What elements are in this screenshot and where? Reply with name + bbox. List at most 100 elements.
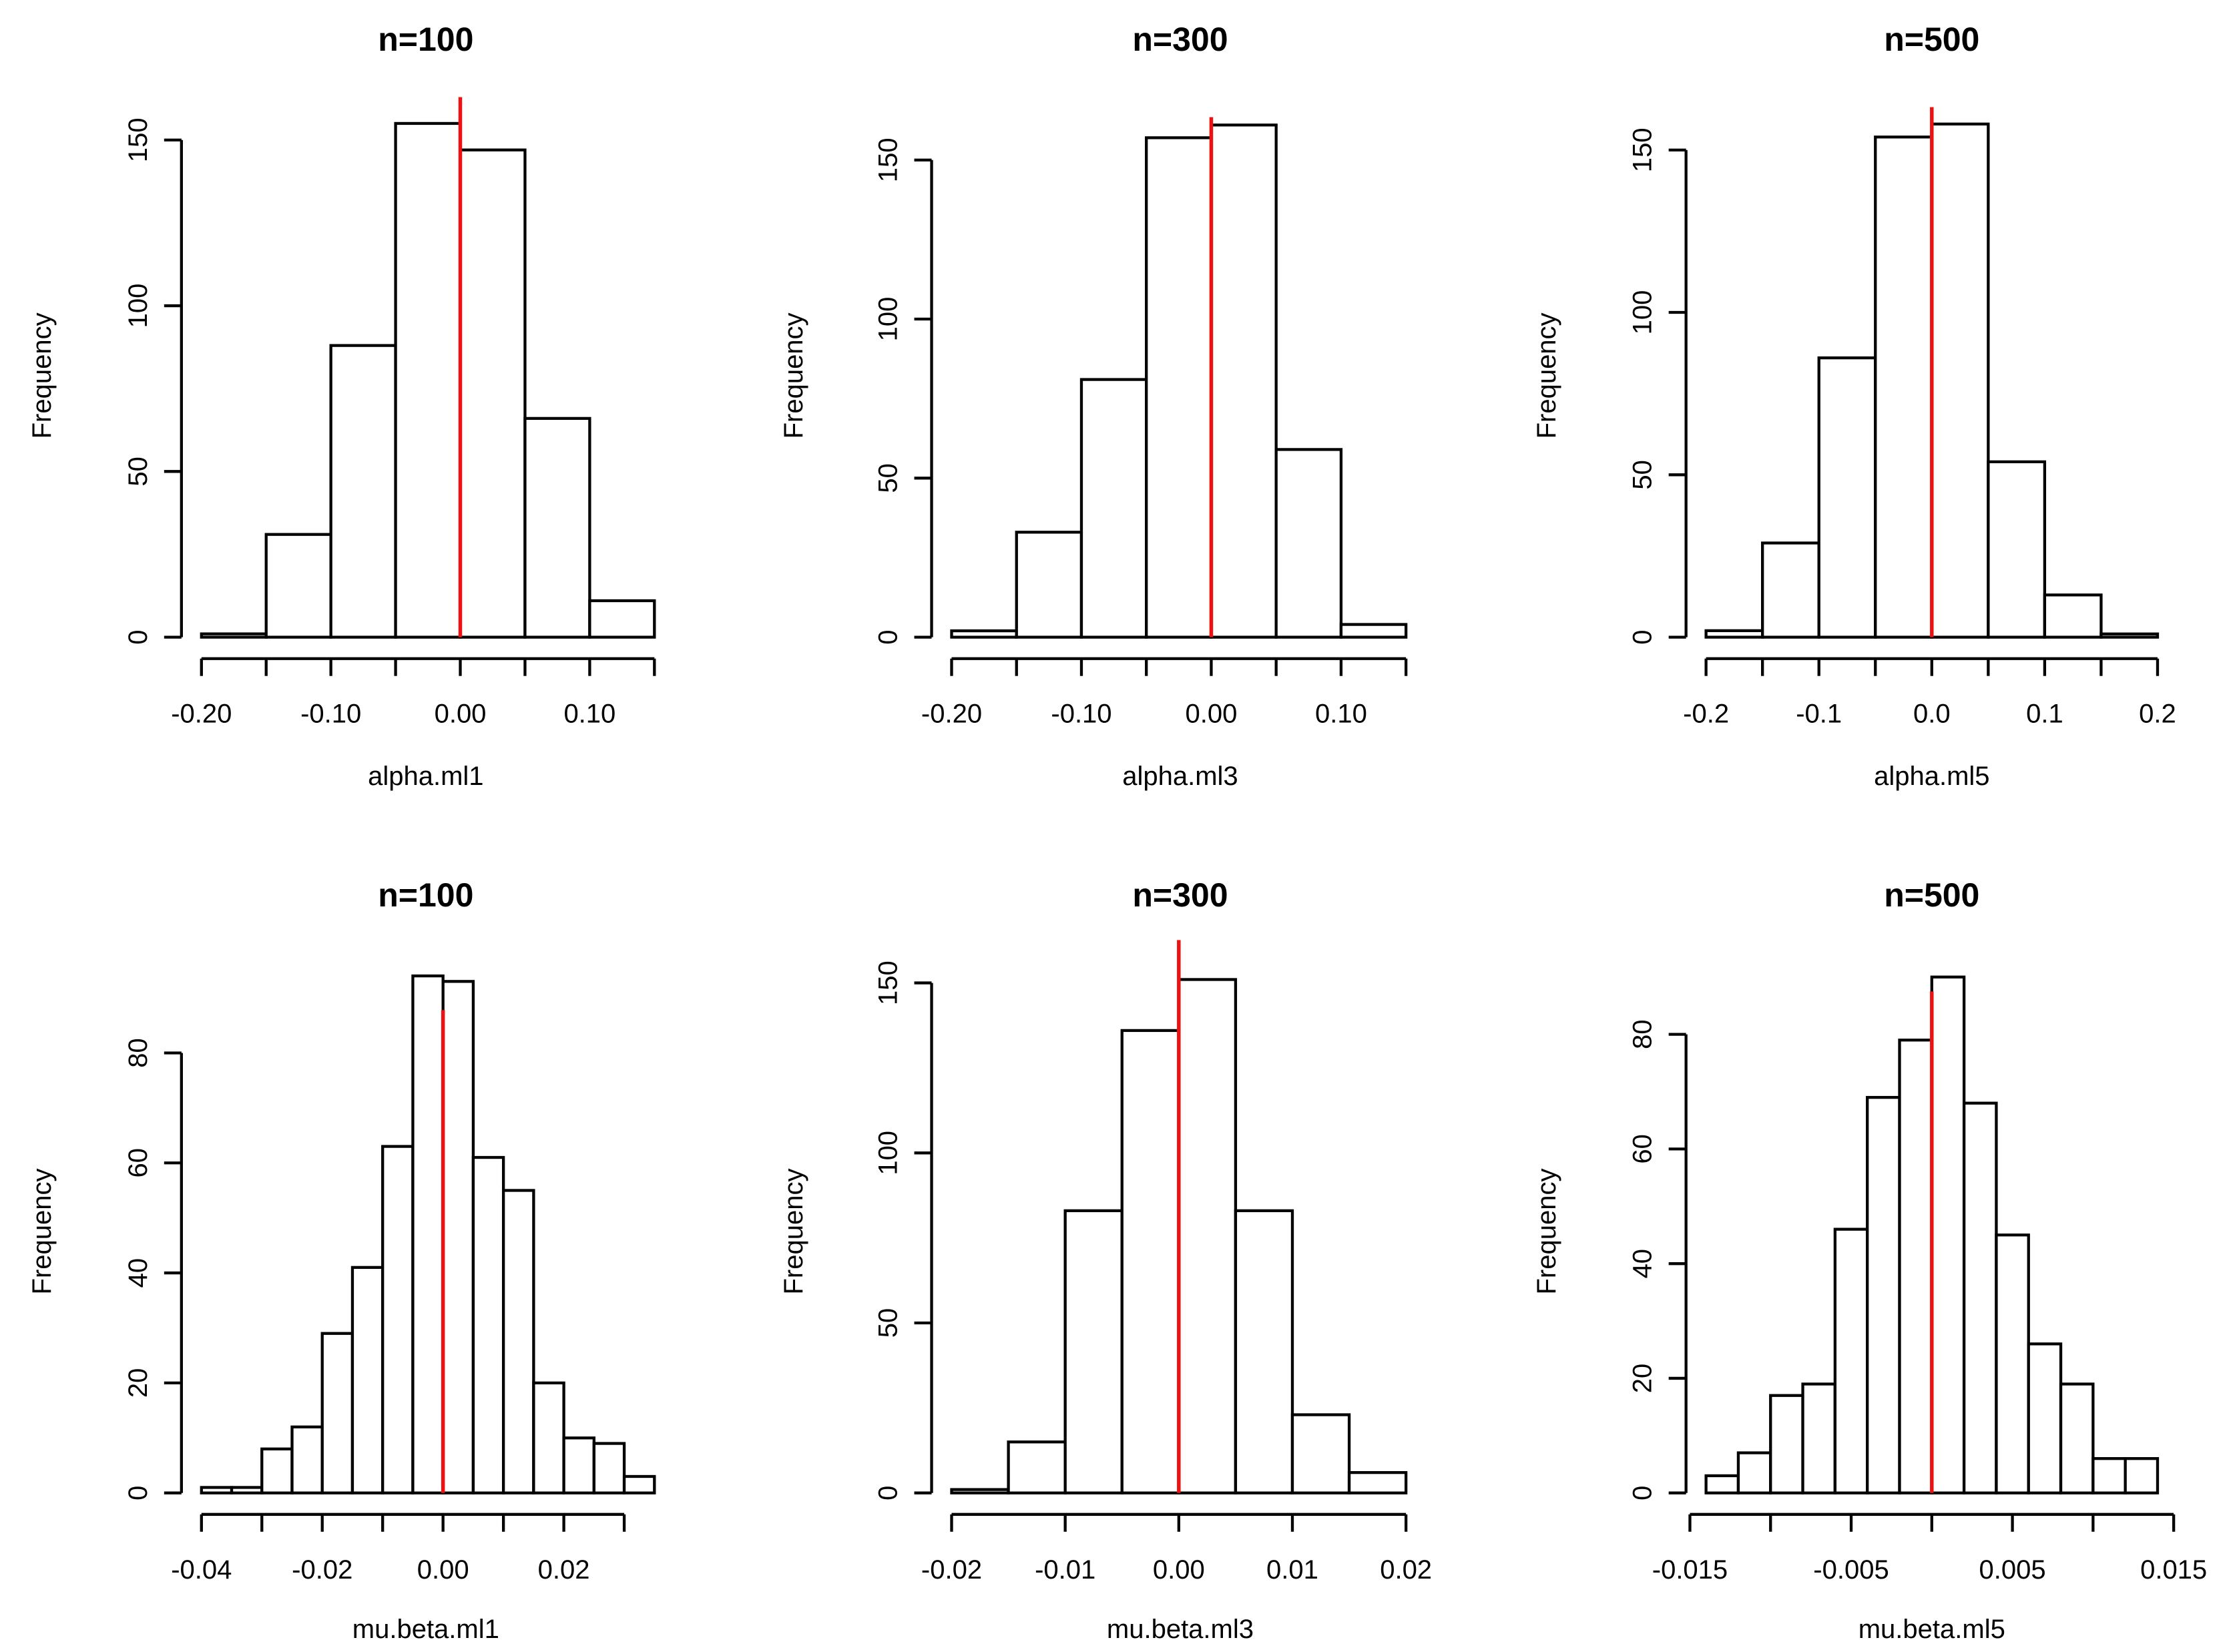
panel-title: n=100 (378, 876, 473, 914)
histogram-bar (1761, 541, 1820, 639)
histogram-bar (394, 121, 462, 639)
x-tick-label: -0.015 (1652, 1555, 1728, 1585)
y-tick-label: 150 (1628, 127, 1658, 172)
x-tick-label: -0.10 (300, 700, 361, 729)
x-axis-label: alpha.ml5 (1874, 762, 1989, 791)
x-tick-label: -0.01 (1035, 1555, 1095, 1585)
histogram-bar (523, 417, 591, 639)
histogram-bar (1274, 448, 1343, 639)
histogram-bar (1063, 1209, 1124, 1494)
y-tick-label: 80 (123, 1038, 153, 1068)
panel-title: n=100 (378, 21, 473, 58)
y-tick-label: 60 (1628, 1134, 1658, 1164)
histogram-bar (2124, 1457, 2160, 1494)
x-tick-label: 0.005 (1979, 1555, 2046, 1585)
histogram-bar (1007, 1440, 1067, 1494)
y-tick-label: 100 (1628, 290, 1658, 335)
histogram-bar (1120, 1029, 1180, 1494)
y-axis-label: Frequency (779, 312, 808, 439)
x-axis-label: alpha.ml1 (368, 762, 483, 791)
x-tick-label: 0.00 (1186, 700, 1238, 729)
histogram-bar (290, 1425, 324, 1494)
panel-title: n=500 (1884, 876, 1979, 914)
histogram-bar (2091, 1457, 2127, 1494)
y-tick-label: 0 (123, 629, 153, 644)
histogram-bar (622, 1474, 656, 1494)
histogram-bar (1987, 460, 2047, 639)
x-tick-label: -0.2 (1683, 700, 1729, 729)
histogram-bar (562, 1436, 595, 1494)
histogram-panel-5: n=300 -0.02 -0.01 0.00 0.01 0.02 0 50 100 150 mu.b… (779, 876, 1432, 1644)
y-axis-label: Frequency (1532, 1169, 1561, 1295)
y-tick-label: 150 (874, 137, 903, 182)
histogram-bar (260, 1447, 294, 1494)
histogram-bar (1962, 1101, 1998, 1494)
x-tick-label: 0.10 (563, 700, 615, 729)
y-tick-label: 60 (123, 1148, 153, 1178)
histogram-bar (441, 980, 475, 1494)
panel-title: n=300 (1132, 21, 1228, 58)
y-tick-label: 0 (874, 629, 903, 644)
histogram-panel-4: n=100 -0.04 -0.02 0.00 0.02 0 20 40 60 80 mu.beta.… (27, 876, 656, 1644)
x-axis-label: mu.beta.ml5 (1859, 1615, 2005, 1644)
histogram-panel-2: n=300 -0.20 -0.10 0.00 0.10 0 50 100 150 alpha.ml… (779, 21, 1408, 791)
y-axis-label: Frequency (779, 1169, 808, 1295)
x-axis-label: alpha.ml3 (1122, 762, 1238, 791)
x-tick-label: -0.20 (921, 700, 982, 729)
x-tick-label: -0.10 (1051, 700, 1111, 729)
x-tick-label: -0.02 (921, 1555, 982, 1585)
y-tick-label: 50 (874, 1308, 903, 1338)
y-tick-label: 100 (123, 284, 153, 328)
histogram-panel-6: n=500 -0.015 -0.005 0.005 0.015 0 20 40 60 80 mu.b… (1532, 876, 2207, 1644)
x-tick-label: 0.015 (2140, 1555, 2207, 1585)
histogram-bar (1015, 531, 1083, 639)
histogram-bar (2059, 1382, 2095, 1494)
histogram-bar (1079, 378, 1148, 639)
histogram-bar (200, 632, 268, 639)
y-tick-label: 20 (123, 1368, 153, 1398)
x-tick-label: 0.0 (1913, 700, 1951, 729)
histogram-bar (950, 629, 1018, 639)
x-tick-label: -0.04 (171, 1555, 232, 1585)
y-axis-label: Frequency (27, 1169, 57, 1295)
y-tick-label: 100 (874, 1131, 903, 1175)
histogram-bar (532, 1381, 565, 1494)
histogram-bar (1898, 1039, 1933, 1494)
x-tick-label: -0.1 (1796, 700, 1842, 729)
histogram-bar (1930, 122, 1990, 639)
y-tick-label: 150 (874, 960, 903, 1005)
histogram-bar (200, 1486, 234, 1494)
panel-title: n=300 (1132, 876, 1228, 914)
histogram-bar (1704, 1474, 1740, 1494)
y-axis-label: Frequency (27, 312, 57, 439)
histogram-bar (2043, 593, 2103, 639)
histogram-bar (1866, 1095, 1901, 1494)
histogram-bar (1736, 1451, 1772, 1494)
histogram-bar (381, 1145, 415, 1494)
y-tick-label: 50 (123, 457, 153, 487)
panel-title: n=500 (1884, 21, 1979, 58)
y-tick-label: 0 (123, 1486, 153, 1500)
x-tick-label: 0.02 (1380, 1555, 1432, 1585)
x-tick-label: 0.00 (417, 1555, 469, 1585)
histogram-bar (1817, 356, 1877, 639)
x-tick-label: -0.02 (292, 1555, 352, 1585)
x-axis-label: mu.beta.ml1 (352, 1615, 499, 1644)
histogram-bar (264, 533, 332, 639)
histogram-bar (1347, 1470, 1408, 1494)
y-tick-label: 20 (1628, 1364, 1658, 1394)
x-tick-label: 0.10 (1315, 700, 1367, 729)
x-tick-label: -0.005 (1813, 1555, 1889, 1585)
x-tick-label: 0.00 (1153, 1555, 1205, 1585)
histogram-bar (950, 1488, 1010, 1494)
x-tick-label: 0.01 (1266, 1555, 1318, 1585)
histogram-bar (1769, 1394, 1804, 1494)
histogram-bar (1874, 135, 1933, 639)
histogram-bar (320, 1332, 354, 1494)
y-axis-label: Frequency (1532, 312, 1561, 439)
histogram-bar (1801, 1382, 1837, 1494)
x-tick-label: 0.2 (2139, 700, 2176, 729)
histogram-bar (2099, 632, 2160, 639)
x-tick-label: 0.00 (435, 700, 487, 729)
